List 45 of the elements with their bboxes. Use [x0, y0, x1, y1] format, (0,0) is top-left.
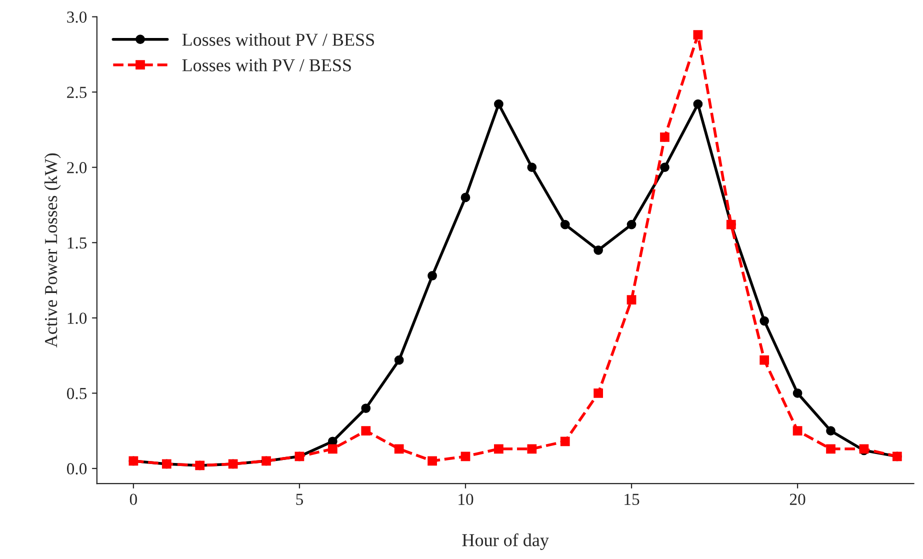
x-tick-label: 0	[130, 494, 137, 505]
y-tick-label: 0.5	[66, 388, 87, 400]
point	[626, 295, 636, 305]
y-tick-label: 0.0	[66, 463, 87, 474]
point	[826, 426, 836, 436]
point	[328, 444, 338, 454]
point	[361, 426, 371, 436]
point	[560, 220, 570, 230]
point	[760, 355, 770, 365]
point	[594, 245, 604, 255]
x-tick-label: 10	[458, 494, 474, 505]
point	[693, 99, 703, 109]
point	[826, 444, 836, 454]
y-tick-label: 2.5	[67, 86, 87, 98]
point	[792, 426, 802, 436]
point	[394, 444, 404, 454]
point	[560, 436, 570, 446]
point	[527, 162, 537, 172]
point	[660, 162, 670, 172]
y-tick-label: 1.5	[68, 237, 87, 249]
point	[394, 355, 404, 365]
x-tick-label: 20	[790, 494, 806, 505]
point	[428, 271, 437, 280]
x-tick-label: 15	[624, 494, 640, 505]
point	[361, 404, 371, 413]
point	[760, 316, 770, 326]
point	[792, 388, 802, 398]
point	[460, 192, 470, 202]
legend-label: Losses without PV / BESS	[182, 33, 374, 46]
point	[428, 456, 437, 466]
x-axis-title: Hour of day	[462, 533, 549, 550]
point	[494, 444, 504, 454]
point	[660, 132, 670, 142]
point	[693, 30, 703, 40]
x-tick-label: 5	[296, 494, 303, 505]
point	[527, 444, 537, 454]
y-tick-label: 2.0	[67, 162, 87, 174]
point	[460, 452, 470, 462]
y-tick-label: 1.0	[68, 312, 87, 324]
point	[594, 388, 604, 398]
point	[626, 220, 636, 230]
point	[494, 99, 504, 109]
y-axis-title: Active Power Losses (kW)	[44, 153, 61, 348]
y-tick-label: 3.0	[67, 11, 87, 23]
legend-label: Losses with PV / BESS	[182, 58, 351, 72]
